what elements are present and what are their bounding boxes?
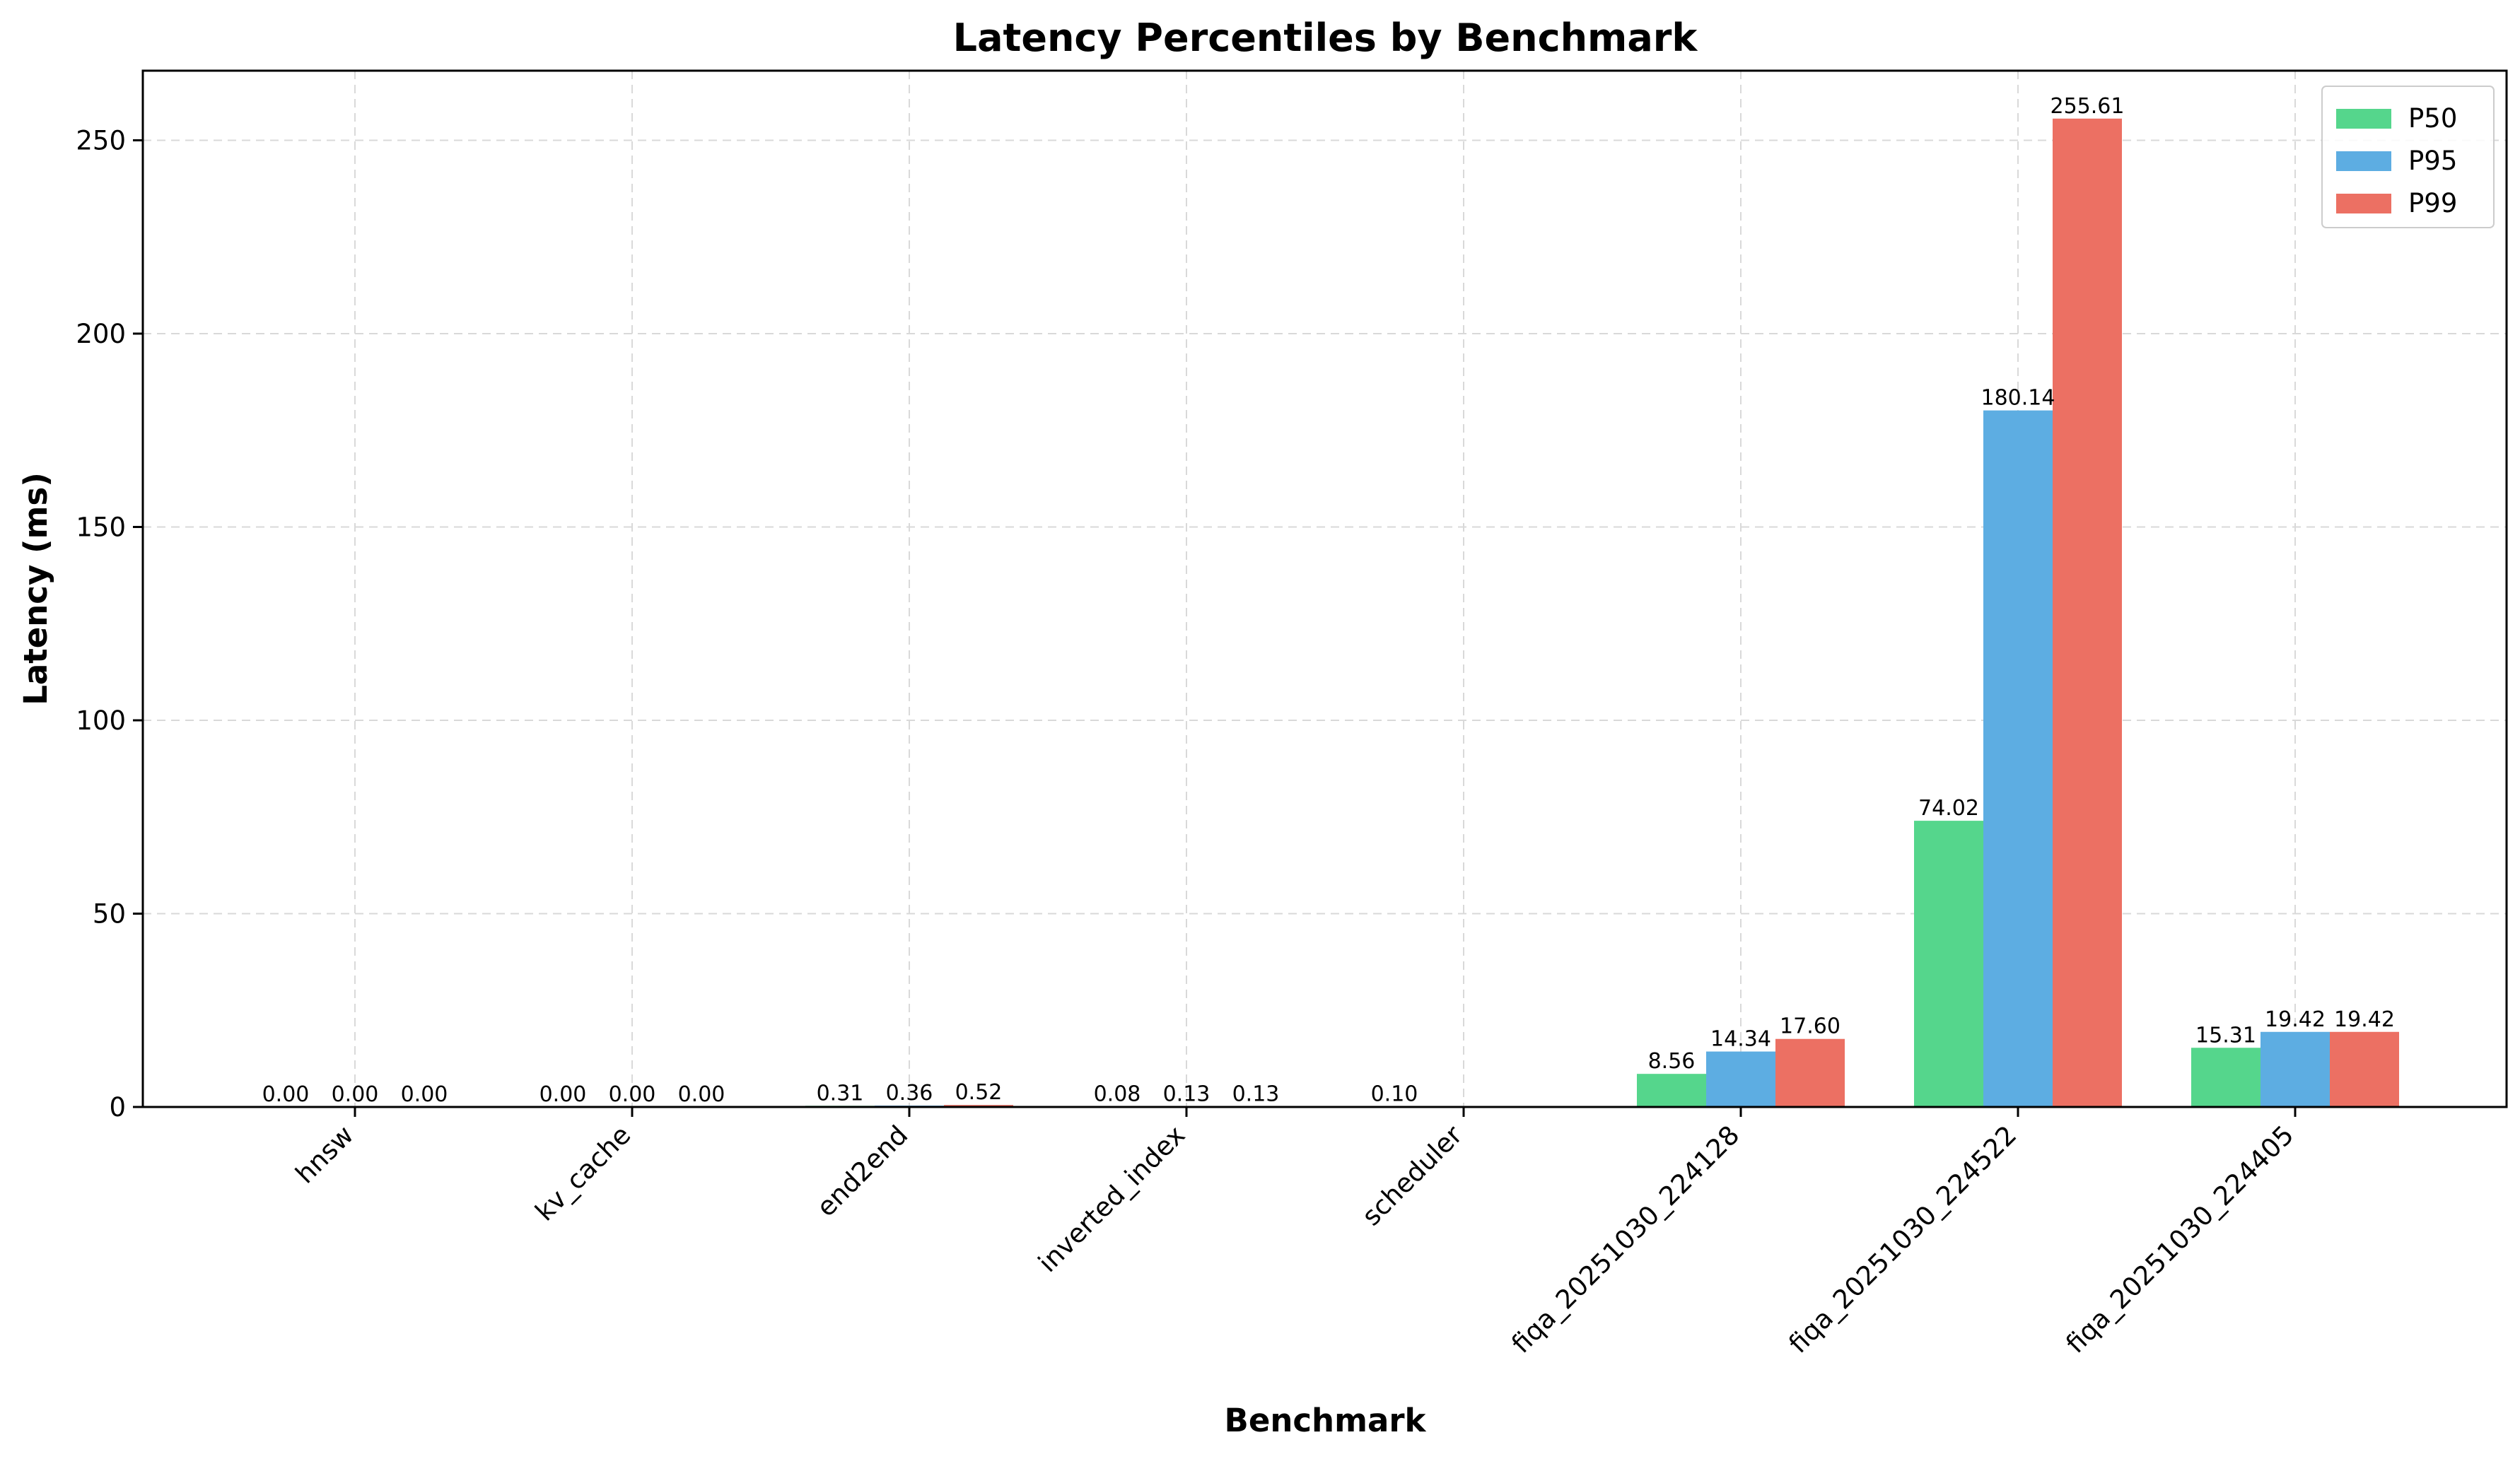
bar-value-label: 14.34 xyxy=(1710,1027,1771,1052)
legend-label-p95: P95 xyxy=(2408,146,2457,176)
bar-p50-fiqa_20251030_224128 xyxy=(1637,1074,1706,1107)
bar-p99-fiqa_20251030_224405 xyxy=(2330,1031,2399,1107)
bar-value-label: 0.52 xyxy=(955,1080,1003,1105)
y-tick-label: 0 xyxy=(109,1092,126,1123)
bar-value-label: 0.08 xyxy=(1094,1082,1141,1107)
bar-value-label: 0.00 xyxy=(609,1082,656,1107)
bar-value-label: 74.02 xyxy=(1918,796,1979,821)
bar-value-label: 0.00 xyxy=(678,1082,725,1107)
bar-p99-fiqa_20251030_224522 xyxy=(2053,118,2122,1107)
bar-p95-fiqa_20251030_224522 xyxy=(1983,410,2053,1107)
bar-value-label: 0.10 xyxy=(1371,1082,1418,1106)
x-tick-label: scheduler xyxy=(1356,1119,1469,1231)
bar-p99-fiqa_20251030_224128 xyxy=(1775,1038,1845,1107)
legend-swatch-p95 xyxy=(2336,151,2391,171)
bar-value-label: 17.60 xyxy=(1780,1014,1841,1039)
bar-p50-fiqa_20251030_224405 xyxy=(2191,1048,2261,1107)
legend: P50 P95 P99 xyxy=(2321,86,2495,228)
chart-title: Latency Percentiles by Benchmark xyxy=(953,16,1698,60)
y-axis-ticks: 0 50 100 150 200 250 xyxy=(76,125,143,1123)
y-tick-label: 50 xyxy=(93,898,126,929)
y-tick-label: 100 xyxy=(76,705,126,736)
bar-value-labels: 0.00 0.00 0.31 0.08 0.10 8.56 74.02 15.31 0.00 0.… xyxy=(262,94,2395,1107)
bar-value-label: 8.56 xyxy=(1648,1049,1696,1074)
x-tick-label: fiqa_20251030_224405 xyxy=(2060,1120,2300,1359)
x-tick-label: end2end xyxy=(811,1120,914,1223)
legend-swatch-p50 xyxy=(2336,109,2391,129)
x-tick-label: kv_cache xyxy=(530,1120,637,1227)
y-tick-label: 250 xyxy=(76,125,126,156)
bar-p50-fiqa_20251030_224522 xyxy=(1914,821,1983,1107)
y-tick-label: 150 xyxy=(76,512,126,542)
bar-value-label: 180.14 xyxy=(1981,386,2055,411)
legend-swatch-p99 xyxy=(2336,194,2391,213)
bar-value-label: 0.00 xyxy=(262,1082,310,1107)
x-tick-label: fiqa_20251030_224522 xyxy=(1783,1120,2023,1359)
y-axis-label: Latency (ms) xyxy=(17,472,54,705)
bar-value-label: 0.13 xyxy=(1232,1082,1280,1106)
bar-p95-fiqa_20251030_224405 xyxy=(2261,1031,2330,1107)
bar-value-label: 255.61 xyxy=(2051,94,2125,119)
grid-lines xyxy=(143,71,2507,1108)
bar-value-label: 0.00 xyxy=(332,1082,379,1107)
plot-frame xyxy=(141,69,2508,1108)
x-axis-ticks: hnsw kv_cache end2end inverted_index schedul… xyxy=(290,1107,2300,1359)
bar-value-label: 0.00 xyxy=(401,1082,448,1107)
bar-value-label: 15.31 xyxy=(2195,1023,2256,1048)
x-tick-label: fiqa_20251030_224128 xyxy=(1506,1120,1746,1359)
bar-value-label: 0.13 xyxy=(1163,1082,1211,1106)
bar-value-label: 0.36 xyxy=(886,1081,933,1106)
legend-label-p99: P99 xyxy=(2408,188,2457,218)
x-tick-label: hnsw xyxy=(290,1120,360,1190)
bar-value-label: 0.00 xyxy=(539,1082,587,1107)
bar-value-label: 19.42 xyxy=(2334,1007,2395,1032)
legend-label-p50: P50 xyxy=(2408,103,2457,134)
x-axis-label: Benchmark xyxy=(1225,1402,1427,1439)
x-tick-label: inverted_index xyxy=(1032,1120,1191,1278)
bars xyxy=(805,118,2399,1107)
y-tick-label: 200 xyxy=(76,319,126,349)
bar-value-label: 19.42 xyxy=(2265,1007,2326,1032)
bar-p95-fiqa_20251030_224128 xyxy=(1706,1051,1775,1107)
bar-value-label: 0.31 xyxy=(817,1081,864,1106)
